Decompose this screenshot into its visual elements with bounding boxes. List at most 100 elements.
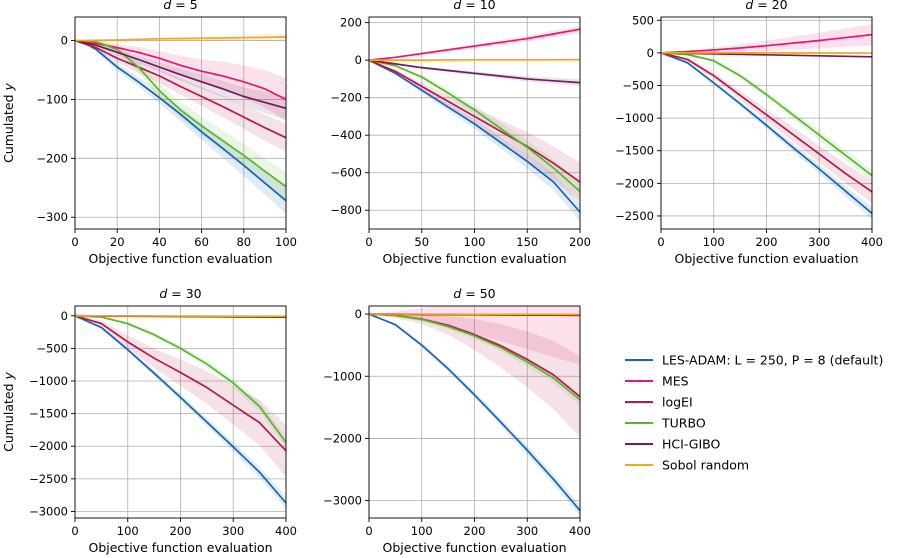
series-line [75,39,286,202]
panel-title: d = 30 [159,286,201,301]
panel-title-value: = 50 [461,286,495,301]
series-line [75,39,286,139]
series-line [75,39,286,188]
y-tick-label: −2000 [615,176,654,190]
panel-title-value: = 10 [461,0,495,12]
x-tick-label: 100 [411,524,433,538]
legend-label: Sobol random [662,458,749,473]
y-tick-label: 0 [355,307,362,321]
uncertainty-band [369,306,580,366]
panel-4: 0 100 200 300 400 0 −500 −1000 −1500 −2000 −2500 −3… [1,286,297,555]
uncertainty-band [75,40,286,121]
x-tick-label: 40 [152,235,167,249]
y-axis-label-var: y [1,372,16,381]
x-tick-label: 150 [516,235,538,249]
panel-title-var: d [159,286,167,301]
panel-1: 0 20 40 60 80 100 0 −100 −200 −300 Objective funct… [1,0,297,266]
x-tick-label: 300 [222,524,244,538]
panel-title-var: d [163,0,171,12]
series-line [369,59,580,213]
y-axis-label-text: Cumulated [1,380,16,452]
series-line [369,59,580,183]
y-tick-label: 0 [355,53,362,67]
x-axis-label: Objective function evaluation [382,540,566,555]
x-tick-label: 100 [117,524,139,538]
x-tick-label: 200 [170,524,192,538]
y-tick-label: −1000 [323,369,362,383]
y-tick-label: −400 [330,128,362,142]
y-tick-label: −500 [622,78,654,92]
series-line [369,58,580,62]
panel-title: d = 20 [745,0,787,12]
uncertainty-band [75,40,286,121]
y-tick-label: −500 [36,341,68,355]
panel-title-var: d [453,0,461,12]
x-tick-label: 400 [861,235,883,249]
series-line [661,52,872,177]
panel-title-var: d [453,286,461,301]
y-tick-label: −2000 [323,431,362,445]
panel-title-value: = 30 [167,286,201,301]
x-tick-label: 80 [236,235,251,249]
uncertainty-band [369,312,580,438]
x-tick-label: 300 [516,524,538,538]
series-line [75,314,286,443]
y-tick-label: 0 [61,34,68,48]
panel-title: d = 10 [453,0,495,12]
x-tick-label: 400 [275,524,297,538]
panel-3: 0 100 200 300 400 500 0 −500 −1000 −1500 −2000 −250… [615,0,883,266]
panel-title: d = 50 [453,286,495,301]
x-axis-label: Objective function evaluation [88,540,272,555]
x-axis-label: Objective function evaluation [88,251,272,266]
legend-label: MES [662,374,689,389]
y-tick-label: −200 [36,151,68,165]
x-tick-label: 300 [808,235,830,249]
y-tick-label: −800 [330,203,362,217]
panel-title-value: = 20 [753,0,787,12]
panel-title: d = 5 [163,0,197,12]
panel-5: 0 100 200 300 400 0 −1000 −2000 −3000 Objective f… [323,286,591,555]
y-tick-label: −100 [36,92,68,106]
y-tick-label: −1000 [29,374,68,388]
y-tick-label: −1500 [615,144,654,158]
x-tick-label: 200 [569,235,591,249]
series-line [661,33,872,54]
y-tick-label: −300 [36,210,68,224]
series-line [661,52,872,214]
legend-label: LES-ADAM: L = 250, P = 8 (default) [662,353,883,368]
y-tick-label: −2000 [29,439,68,453]
y-tick-label: −2500 [29,472,68,486]
axes-frame [74,16,287,230]
y-axis-label-text: Cumulated [1,91,16,163]
series-line [75,314,286,452]
x-tick-label: 200 [464,524,486,538]
x-tick-label: 60 [194,235,209,249]
x-axis-label: Objective function evaluation [674,251,858,266]
y-axis-label: Cumulated y [1,372,16,452]
series-line [369,59,580,84]
series-line [75,39,286,110]
uncertainty-band [75,315,286,477]
panel-2: 0 50 100 150 200 200 0 −200 −400 −600 −800 Objectiv… [330,0,591,266]
y-tick-label: −1500 [29,407,68,421]
y-tick-label: −2500 [615,209,654,223]
y-tick-label: −200 [330,91,362,105]
panel-title-value: = 5 [171,0,197,12]
y-tick-label: 0 [647,46,654,60]
legend-label: HCI-GIBO [662,437,721,452]
series-group [369,306,580,517]
series-line [75,36,286,42]
y-tick-label: 0 [61,309,68,323]
series-line [369,313,580,401]
uncertainty-band [661,24,872,53]
legend: LES-ADAM: L = 250, P = 8 (default) MES log… [625,353,883,473]
y-tick-label: −3000 [29,504,68,518]
x-tick-label: 100 [275,235,297,249]
series-line [661,52,872,193]
series-group [369,25,580,222]
panel-title-var: d [745,0,753,12]
series-line [75,314,286,318]
y-tick-label: −1000 [615,111,654,125]
x-tick-label: 50 [414,235,429,249]
